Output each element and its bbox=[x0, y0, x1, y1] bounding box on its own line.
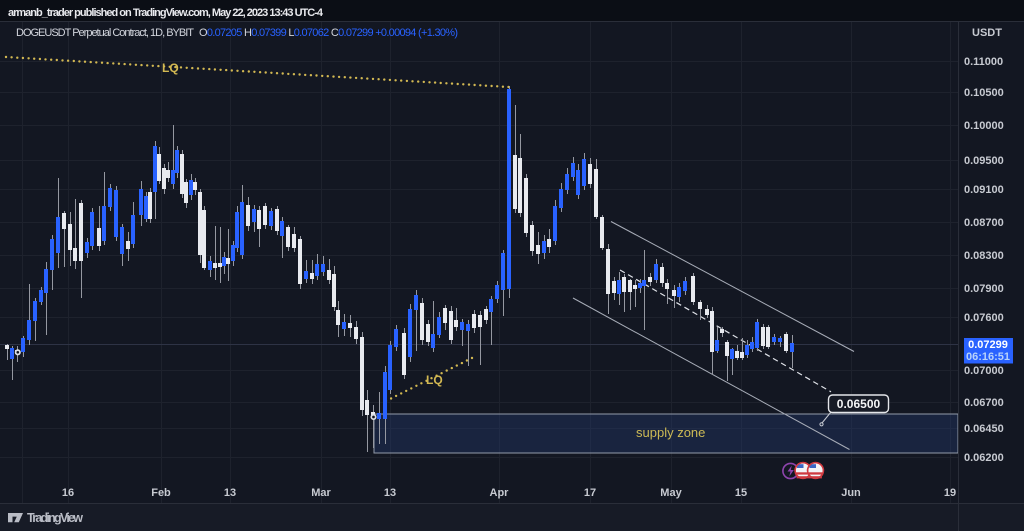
svg-text:O0.07205 H0.07399 L0.07062: O0.07205 H0.07399 L0.07062 C0.07299 +0.0… bbox=[199, 27, 458, 39]
svg-text:0.10000: 0.10000 bbox=[964, 120, 1004, 132]
svg-text:0.07000: 0.07000 bbox=[964, 365, 1004, 377]
svg-text:06:16:51: 06:16:51 bbox=[966, 351, 1010, 363]
svg-text:0.10500: 0.10500 bbox=[964, 87, 1004, 99]
svg-text:0.07600: 0.07600 bbox=[964, 312, 1004, 324]
svg-text:0.06500: 0.06500 bbox=[837, 397, 881, 411]
svg-text:19: 19 bbox=[944, 487, 956, 499]
svg-text:0.07299: 0.07299 bbox=[968, 339, 1008, 351]
svg-text:Feb: Feb bbox=[151, 487, 171, 499]
svg-text:0.09500: 0.09500 bbox=[964, 155, 1004, 167]
svg-text:0.06700: 0.06700 bbox=[964, 397, 1004, 409]
svg-text:0.06450: 0.06450 bbox=[964, 423, 1004, 435]
svg-text:LQ: LQ bbox=[162, 61, 179, 75]
svg-text:supply zone: supply zone bbox=[636, 425, 705, 440]
svg-text:17: 17 bbox=[584, 487, 596, 499]
svg-text:USDT: USDT bbox=[972, 27, 1002, 39]
svg-text:TradingView: TradingView bbox=[27, 511, 83, 525]
svg-text:0.06200: 0.06200 bbox=[964, 452, 1004, 464]
svg-text:Mar: Mar bbox=[311, 487, 331, 499]
svg-text:Jun: Jun bbox=[841, 487, 861, 499]
svg-text:0.07900: 0.07900 bbox=[964, 283, 1004, 295]
svg-text:LQ: LQ bbox=[426, 373, 443, 387]
svg-text:15: 15 bbox=[735, 487, 747, 499]
svg-text:armanb_trader published on Tra: armanb_trader published on TradingView.c… bbox=[8, 7, 324, 19]
svg-text:DOGEUSDT Perpetual Contract, 1: DOGEUSDT Perpetual Contract, 1D, BYBIT bbox=[16, 27, 194, 39]
svg-text:Apr: Apr bbox=[490, 487, 510, 499]
svg-text:16: 16 bbox=[62, 487, 74, 499]
svg-text:0.09100: 0.09100 bbox=[964, 184, 1004, 196]
svg-text:May: May bbox=[660, 487, 682, 499]
svg-text:0.11000: 0.11000 bbox=[964, 56, 1003, 68]
svg-text:13: 13 bbox=[384, 487, 396, 499]
svg-text:0.08700: 0.08700 bbox=[964, 217, 1004, 229]
svg-text:0.08300: 0.08300 bbox=[964, 250, 1004, 262]
svg-text:13: 13 bbox=[224, 487, 236, 499]
